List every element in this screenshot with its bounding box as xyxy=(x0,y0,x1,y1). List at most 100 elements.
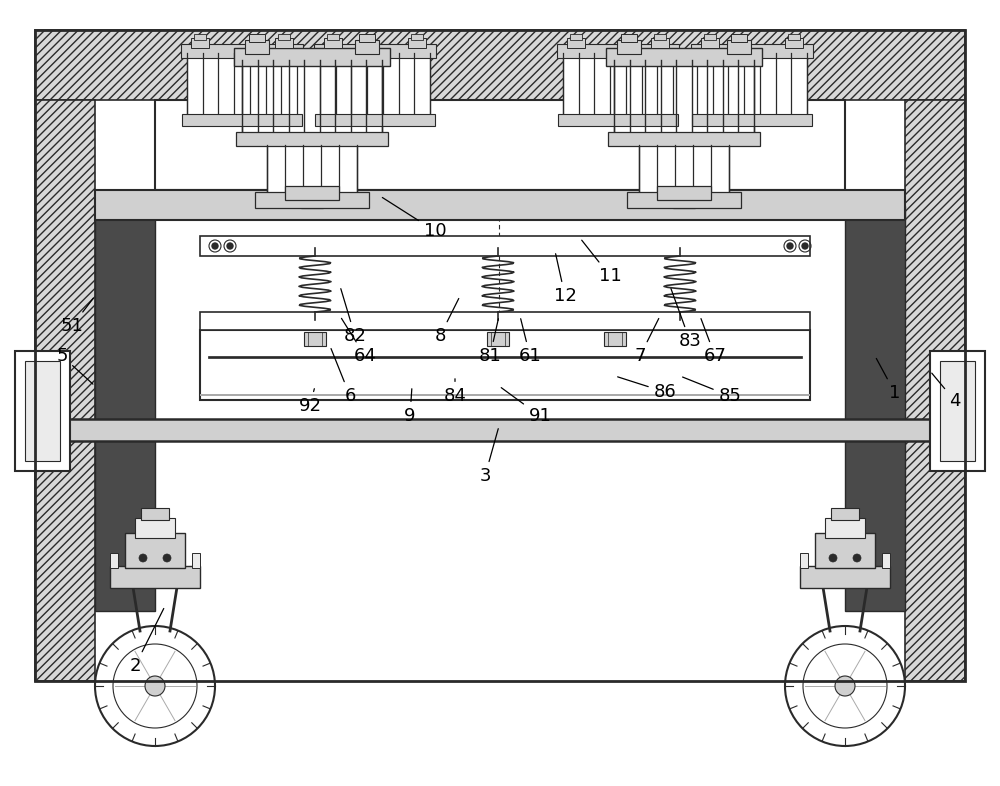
Circle shape xyxy=(212,243,218,249)
Circle shape xyxy=(835,676,855,696)
Bar xyxy=(940,361,975,461)
Bar xyxy=(831,508,859,520)
Bar xyxy=(234,48,390,66)
Bar xyxy=(314,44,436,58)
Bar xyxy=(110,566,200,588)
Circle shape xyxy=(145,676,165,696)
Bar xyxy=(606,48,762,66)
Bar xyxy=(845,206,905,611)
Text: 8: 8 xyxy=(434,299,459,345)
Text: 7: 7 xyxy=(634,318,659,365)
Bar xyxy=(249,34,265,42)
Bar xyxy=(191,38,209,48)
Bar xyxy=(567,38,585,48)
Text: 12: 12 xyxy=(554,254,576,305)
Bar xyxy=(408,38,426,48)
Text: 83: 83 xyxy=(671,288,701,350)
Bar xyxy=(825,518,865,538)
Bar xyxy=(627,192,741,208)
Bar xyxy=(692,114,812,126)
Bar xyxy=(155,100,845,190)
Text: 10: 10 xyxy=(382,197,446,240)
Bar xyxy=(208,356,802,358)
Text: 5: 5 xyxy=(56,347,93,384)
Bar xyxy=(614,56,754,136)
Text: 1: 1 xyxy=(876,358,901,402)
Bar xyxy=(245,40,269,54)
Bar xyxy=(95,100,905,681)
Text: 85: 85 xyxy=(683,377,741,405)
Bar xyxy=(617,40,641,54)
Text: 11: 11 xyxy=(582,241,621,285)
Bar xyxy=(35,100,95,681)
Circle shape xyxy=(829,554,837,562)
Text: 3: 3 xyxy=(479,428,498,485)
Bar xyxy=(788,34,800,40)
Text: 81: 81 xyxy=(479,318,501,365)
Bar xyxy=(15,351,70,471)
Bar xyxy=(673,190,695,208)
Text: 64: 64 xyxy=(341,318,376,365)
Bar xyxy=(236,132,388,146)
Circle shape xyxy=(163,554,171,562)
Text: 82: 82 xyxy=(341,288,366,345)
Bar xyxy=(604,332,626,346)
Bar xyxy=(557,44,679,58)
Bar xyxy=(487,332,509,346)
Bar xyxy=(141,508,169,520)
Bar xyxy=(320,50,430,118)
Text: 6: 6 xyxy=(331,348,356,405)
Bar xyxy=(315,114,435,126)
Bar xyxy=(905,100,965,681)
Bar xyxy=(35,30,965,681)
Bar xyxy=(200,394,810,396)
Text: 4: 4 xyxy=(932,373,961,410)
Bar xyxy=(95,206,155,611)
Bar xyxy=(327,34,339,40)
Bar xyxy=(200,330,810,400)
Text: 9: 9 xyxy=(404,389,416,425)
Bar xyxy=(35,30,965,100)
Bar xyxy=(785,38,803,48)
Bar xyxy=(285,186,339,200)
Bar xyxy=(800,566,890,588)
Bar xyxy=(639,141,729,196)
Bar xyxy=(200,312,810,330)
Circle shape xyxy=(227,243,233,249)
Bar xyxy=(182,114,302,126)
Bar xyxy=(275,38,293,48)
Bar xyxy=(242,56,382,136)
Bar xyxy=(20,419,980,441)
Bar xyxy=(800,553,808,568)
Text: 67: 67 xyxy=(701,318,726,365)
Bar xyxy=(697,50,807,118)
Bar xyxy=(411,34,423,40)
Bar xyxy=(815,533,875,568)
Bar xyxy=(255,192,369,208)
Bar xyxy=(125,533,185,568)
Bar xyxy=(95,190,905,220)
Bar xyxy=(558,114,678,126)
Bar xyxy=(563,50,673,118)
Bar xyxy=(187,50,297,118)
Text: 61: 61 xyxy=(519,318,541,365)
Bar xyxy=(324,38,342,48)
Circle shape xyxy=(787,243,793,249)
Text: 92: 92 xyxy=(298,389,322,415)
Bar xyxy=(25,361,60,461)
Circle shape xyxy=(802,243,808,249)
Bar xyxy=(731,34,747,42)
Bar xyxy=(657,186,711,200)
Text: 86: 86 xyxy=(618,376,676,401)
Bar xyxy=(355,40,379,54)
Bar xyxy=(301,190,323,208)
Bar xyxy=(181,44,303,58)
Bar xyxy=(930,351,985,471)
Bar xyxy=(608,132,760,146)
Bar xyxy=(110,553,118,568)
Bar xyxy=(194,34,206,40)
Bar xyxy=(701,38,719,48)
Bar xyxy=(278,34,290,40)
Bar xyxy=(691,44,813,58)
Circle shape xyxy=(139,554,147,562)
